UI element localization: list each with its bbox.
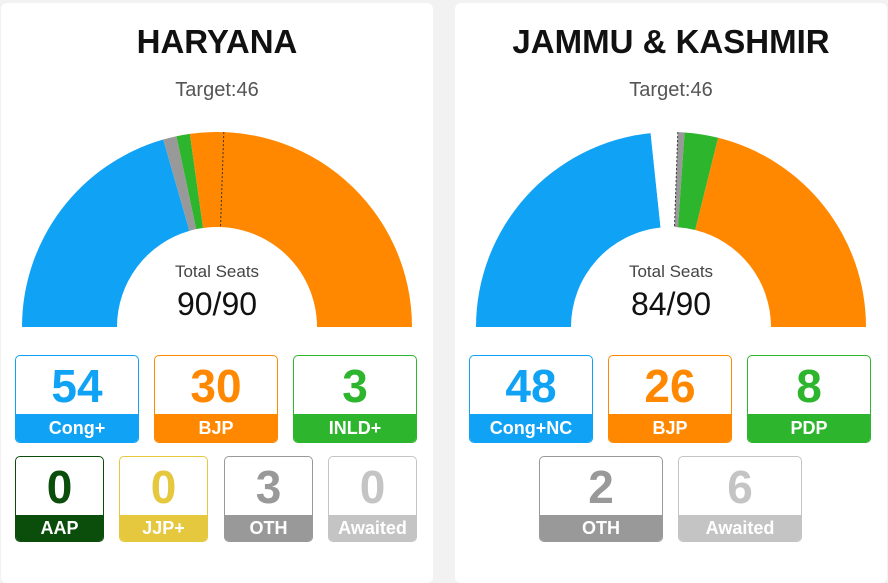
party-label: Cong+NC (470, 414, 592, 442)
party-seat-count: 0 (359, 461, 386, 513)
party-label: BJP (155, 414, 277, 442)
party-label: OTH (225, 515, 312, 541)
party-tally-box: 0 JJP+ (119, 456, 208, 542)
gauge-segment-inld- (176, 133, 204, 230)
party-seat-count: 48 (505, 360, 557, 412)
gauge-segment-awaited (650, 131, 678, 228)
total-seats-label: Total Seats (174, 262, 260, 281)
total-seats-value: 90/90 (176, 286, 258, 322)
party-label: Cong+ (16, 414, 138, 442)
party-seat-count: 6 (727, 461, 753, 513)
party-label: OTH (540, 515, 662, 541)
state-title: JAMMU & KASHMIR (512, 23, 830, 60)
party-tally-box: 6 Awaited (678, 456, 802, 542)
party-tally-box: 3 OTH (224, 456, 313, 542)
party-label: AAP (16, 515, 103, 541)
gauge-segment-bjp (189, 132, 412, 327)
gauge-segment-pdp (677, 132, 719, 230)
party-tally-box: 2 OTH (539, 456, 663, 542)
party-seat-count: 8 (796, 360, 822, 412)
party-tally-box: 54 Cong+ (15, 355, 139, 443)
target-label: Target:46 (175, 79, 259, 101)
gauge-segment-cong- (22, 139, 190, 327)
party-label: Awaited (679, 515, 801, 541)
total-seats-value: 84/90 (630, 286, 712, 322)
party-label: INLD+ (294, 414, 416, 442)
gauge-segment-bjp (695, 137, 866, 327)
party-label: JJP+ (120, 515, 207, 541)
party-label: PDP (748, 414, 870, 442)
party-seat-count: 3 (255, 461, 282, 513)
party-tally-box: 0 AAP (15, 456, 104, 542)
party-tally-box: 0 Awaited (328, 456, 417, 542)
party-seat-count: 0 (46, 461, 73, 513)
gauge-segment-oth (163, 136, 197, 231)
seat-gauge (22, 132, 412, 327)
party-seat-count: 26 (644, 360, 696, 412)
party-tally-box: 3 INLD+ (293, 355, 417, 443)
party-seat-count: 2 (588, 461, 614, 513)
party-seat-count: 0 (150, 461, 177, 513)
seat-gauge (476, 131, 866, 327)
party-label: BJP (609, 414, 731, 442)
party-seat-count: 3 (342, 360, 368, 412)
gauge-segment-cong-nc (476, 133, 661, 327)
party-tally-box: 48 Cong+NC (469, 355, 593, 443)
party-tally-box: 30 BJP (154, 355, 278, 443)
party-tally-box: 8 PDP (747, 355, 871, 443)
party-seat-count: 54 (51, 360, 103, 412)
gauge-segment-oth (674, 132, 685, 228)
party-tally-box: 26 BJP (608, 355, 732, 443)
party-label: Awaited (329, 515, 416, 541)
state-title: HARYANA (136, 23, 298, 60)
haryana-panel: HARYANA Target:46 Total Seats 90/90 54 C… (1, 3, 433, 583)
target-label: Target:46 (629, 79, 713, 101)
jammu-kashmir-panel: JAMMU & KASHMIR Target:46 Total Seats 84… (455, 3, 887, 583)
total-seats-label: Total Seats (628, 262, 714, 281)
party-seat-count: 30 (190, 360, 242, 412)
